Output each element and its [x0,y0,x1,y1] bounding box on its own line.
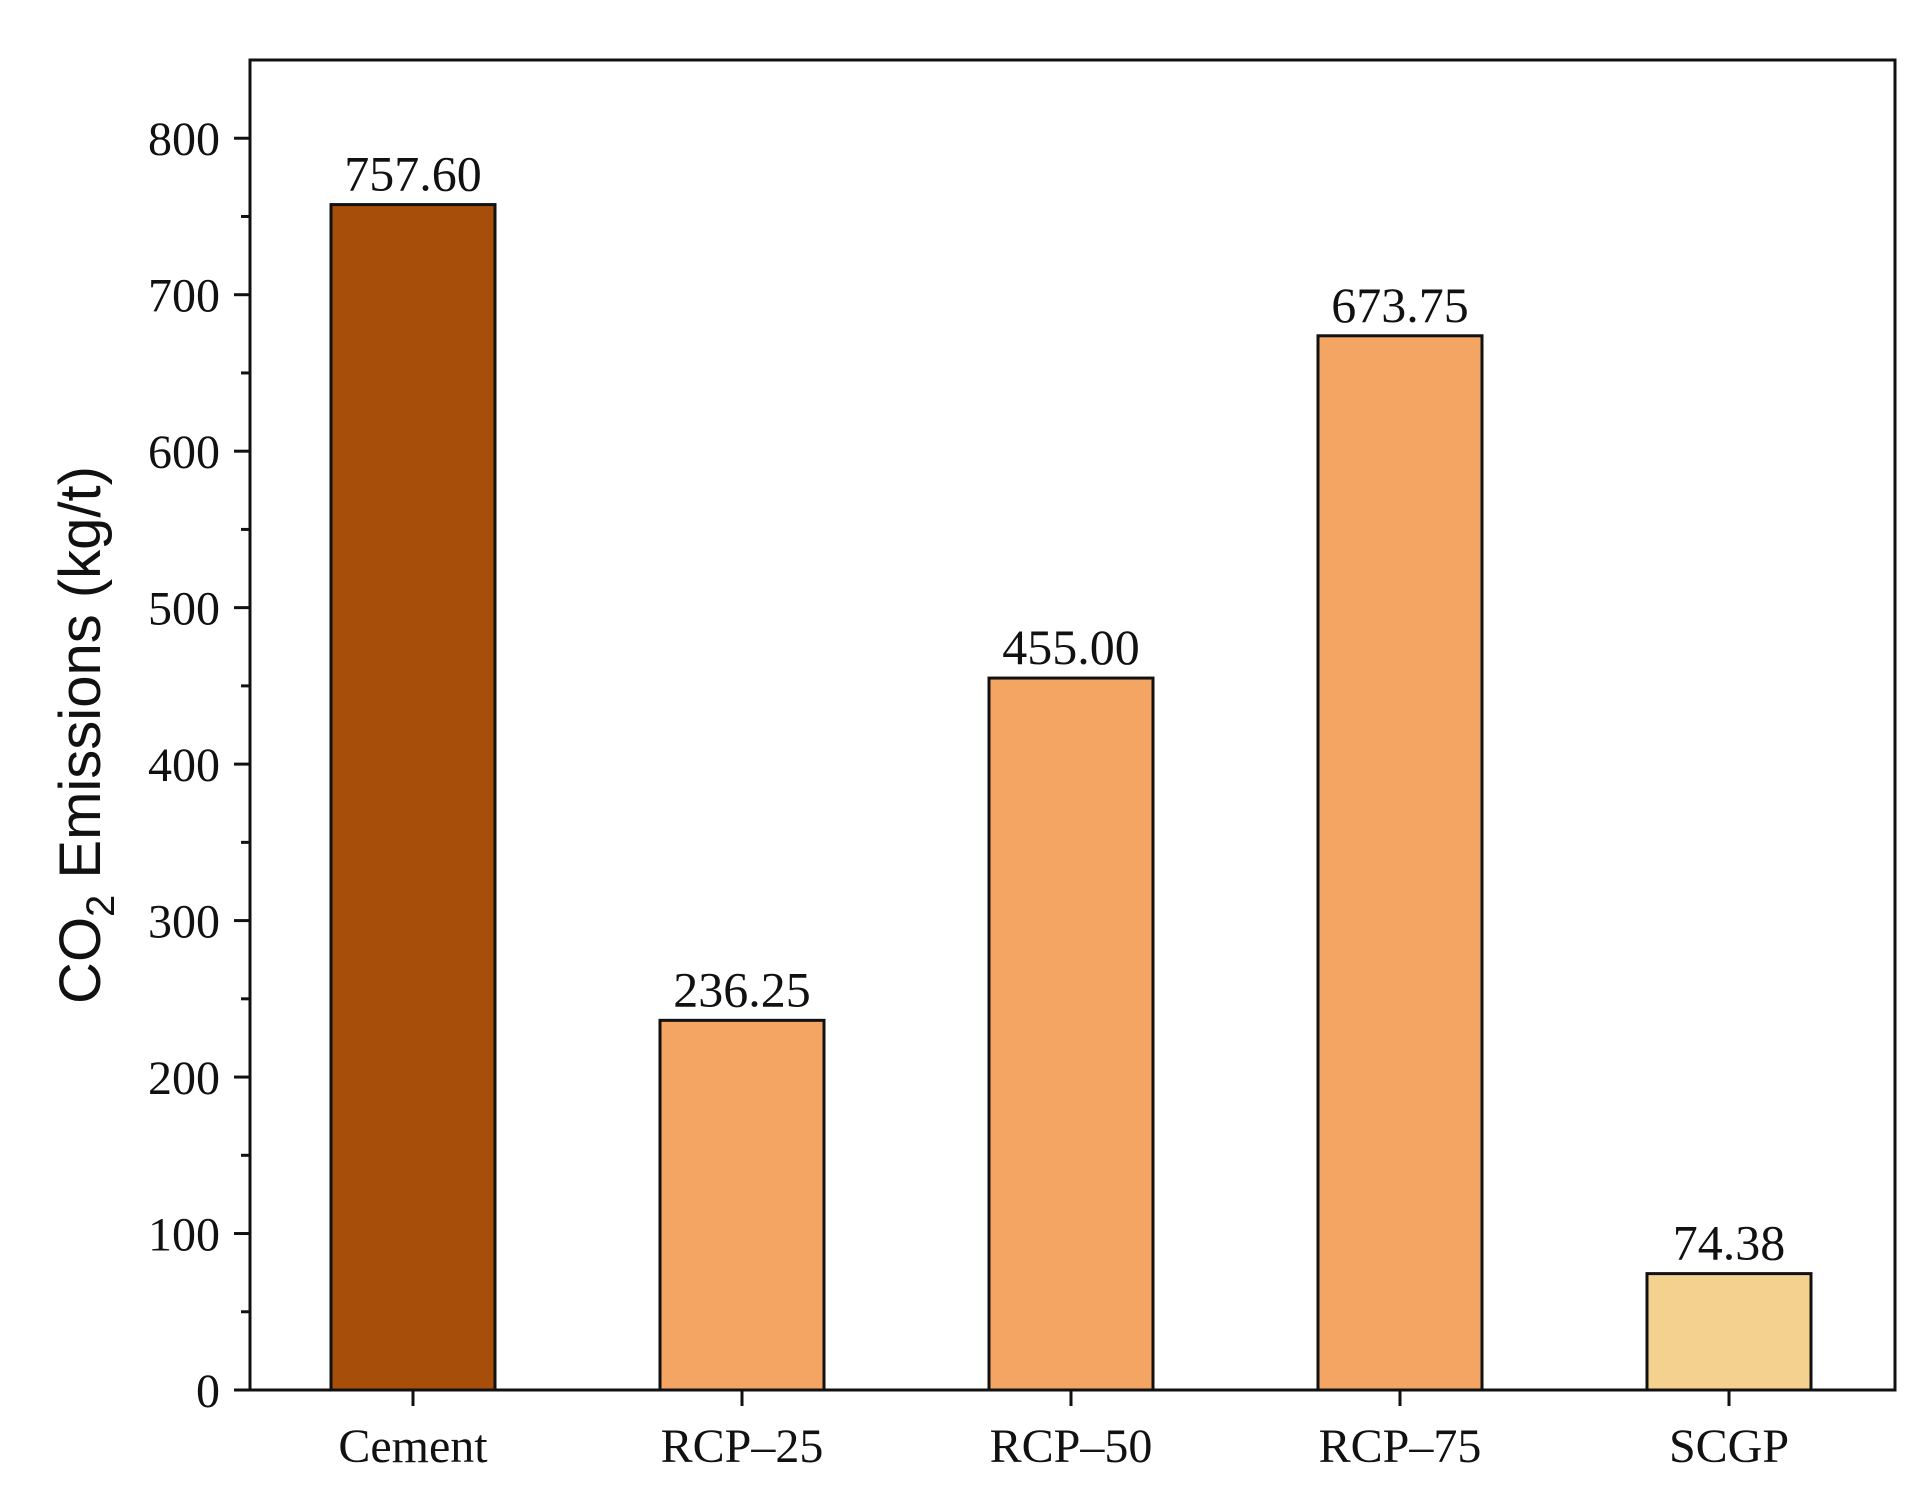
y-tick-label: 0 [196,1365,220,1418]
bar [329,203,497,1392]
y-axis-title: CO2 Emissions (kg/t) [48,466,123,1004]
y-axis-title-subscript: 2 [79,895,123,917]
value-labels: 757.60 236.25 455.00 673.75 74.38 [344,146,1785,1271]
bar-value-label: 236.25 [673,961,811,1017]
x-tick-label: Cement [338,1420,488,1473]
bar-value-label: 757.60 [344,146,482,202]
bar-value-label: 455.00 [1002,619,1140,675]
bar [987,676,1155,1392]
bar-value-label: 74.38 [1673,1215,1786,1271]
bar [1645,1272,1813,1392]
bars-layer [329,203,1813,1392]
y-tick-label: 800 [148,113,220,166]
x-axis-categories: Cement RCP–25 RCP–50 RCP–75 SCGP [338,1390,1789,1473]
x-tick-label: RCP–25 [661,1420,824,1473]
plot-frame [248,58,1897,1392]
y-axis-ticks: 0 100 200 300 400 500 600 700 800 [148,113,250,1418]
y-axis-title-prefix: CO [48,917,113,1004]
y-axis-title-suffix: Emissions (kg/t) [48,466,113,895]
y-tick-label: 100 [148,1209,220,1262]
y-tick-label: 700 [148,270,220,323]
x-tick-label: SCGP [1669,1420,1789,1473]
x-tick-label: RCP–75 [1319,1420,1482,1473]
y-tick-label: 600 [148,426,220,479]
bar [1316,334,1484,1392]
y-tick-label: 400 [148,739,220,792]
y-tick-label: 500 [148,583,220,636]
x-tick-label: RCP–50 [990,1420,1153,1473]
bar-value-label: 673.75 [1331,277,1469,333]
y-tick-label: 200 [148,1052,220,1105]
y-tick-label: 300 [148,896,220,949]
bar [658,1018,826,1392]
